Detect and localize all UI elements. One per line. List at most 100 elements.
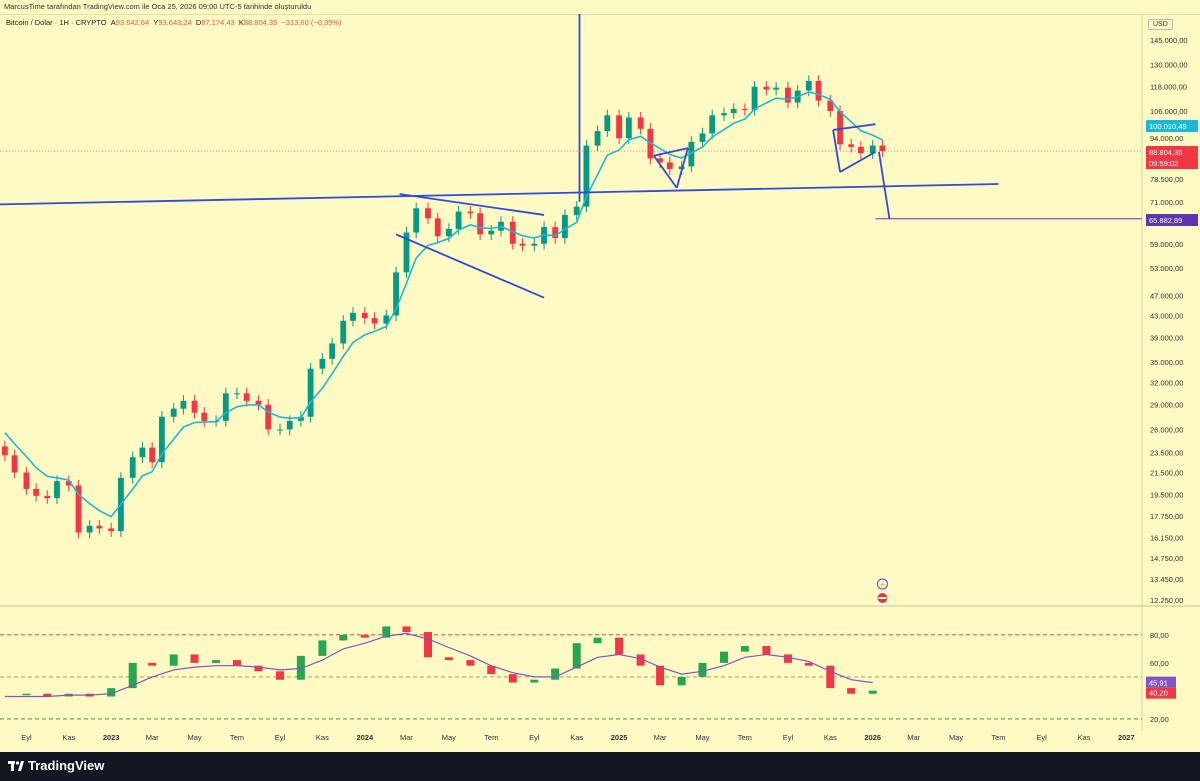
rsi-bar xyxy=(804,662,813,666)
x-tick-label: Kas xyxy=(570,733,583,742)
candle-body xyxy=(604,115,611,132)
candle-body xyxy=(751,86,758,110)
x-tick-label: 2024 xyxy=(356,733,374,742)
flash-event-glyph: ⚡ xyxy=(878,580,887,589)
x-tick-label: 2025 xyxy=(611,733,628,742)
currency-badge[interactable]: USD xyxy=(1148,19,1173,30)
candle-body xyxy=(488,230,495,235)
rsi-bar xyxy=(698,662,707,677)
candle-body xyxy=(191,400,198,413)
candle-body xyxy=(170,408,177,417)
rsi-bar xyxy=(402,626,411,633)
candle-body xyxy=(561,214,568,239)
y-tick-label: 17.750,00 xyxy=(1150,512,1183,521)
candle-body xyxy=(666,162,673,170)
rsi-bar xyxy=(656,665,665,686)
rsi-bar xyxy=(572,643,581,669)
candle-body xyxy=(763,86,770,90)
candle-body xyxy=(255,400,262,405)
x-tick-label: May xyxy=(695,733,709,742)
rsi-bar xyxy=(22,693,31,696)
rsi-bar xyxy=(444,657,453,661)
tradingview-brand: TradingView xyxy=(28,758,105,773)
current-price-badge-bg2 xyxy=(1146,158,1198,169)
rsi-bar xyxy=(466,660,475,666)
candle-body xyxy=(413,208,420,233)
candle-body xyxy=(509,221,516,244)
candle-body xyxy=(741,108,748,110)
rsi-bar xyxy=(615,637,624,655)
open-value: 93.642,64 xyxy=(115,18,150,27)
rsi-bar xyxy=(128,662,137,689)
candle-body xyxy=(445,228,452,237)
candle-body xyxy=(243,393,250,401)
candle-body xyxy=(371,318,378,324)
rsi-tick-label: 20,00 xyxy=(1150,715,1169,724)
rsi-bar xyxy=(424,632,433,658)
candle-body xyxy=(319,358,326,369)
rsi-tick-label: 60,00 xyxy=(1150,659,1169,668)
symbol-name[interactable]: Bitcoin / Dolar · 1H · CRYPTO xyxy=(6,18,107,27)
x-tick-label: Eyl xyxy=(1036,733,1047,742)
y-tick-label: 118.000,00 xyxy=(1150,83,1187,92)
candle-body xyxy=(688,141,695,167)
candle-body xyxy=(329,343,336,359)
publish-bar: MarcusTime tarafından TradingView.com il… xyxy=(0,0,1200,15)
candle-body xyxy=(625,117,632,139)
x-tick-label: Eyl xyxy=(21,733,32,742)
x-tick-label: May xyxy=(949,733,963,742)
x-tick-label: Eyl xyxy=(529,733,540,742)
candle-body xyxy=(340,320,347,344)
candle-body xyxy=(350,312,356,321)
rsi-bar xyxy=(551,668,560,680)
low-value: 87.174,43 xyxy=(201,18,235,27)
rsi-bar xyxy=(868,690,877,694)
candle-body xyxy=(65,481,72,486)
flag-upper-line xyxy=(399,193,545,216)
ema-value-badge-bg xyxy=(1146,120,1198,132)
candle-body xyxy=(730,108,737,114)
x-tick-label: 2027 xyxy=(1118,733,1135,742)
candle-body xyxy=(129,457,136,478)
y-tick-label: 71.000,00 xyxy=(1150,198,1183,207)
y-tick-label: 94.000,00 xyxy=(1150,134,1183,143)
y-tick-label: 39.000,00 xyxy=(1150,334,1183,343)
y-tick-label: 19.500,00 xyxy=(1150,491,1183,500)
price-chart-svg[interactable]: 145.000,00 130.000,00 118.000,00 106.000,00… xyxy=(0,14,1200,752)
rsi-bar xyxy=(232,660,241,666)
candle-body xyxy=(139,447,146,458)
candle-body xyxy=(837,110,843,145)
x-tick-label: May xyxy=(442,733,456,742)
rsi-bar xyxy=(190,654,199,663)
rsi-bar xyxy=(677,676,686,686)
high-value: 93.643,24 xyxy=(158,18,192,27)
candle-body xyxy=(180,400,187,409)
candle-body xyxy=(96,525,103,529)
y-tick-label: 43.000,00 xyxy=(1150,311,1183,320)
rsi-bar xyxy=(318,640,327,656)
x-tick-label: May xyxy=(187,733,201,742)
candle-body xyxy=(552,227,559,239)
candle-body xyxy=(75,485,82,533)
x-tick-label: Mar xyxy=(654,733,667,742)
y-tick-label: 106.000,00 xyxy=(1150,107,1188,116)
candle-body xyxy=(234,393,240,395)
countdown-label: 09:59:02 xyxy=(1149,159,1178,168)
current-price-badge: 88.804,35 xyxy=(1149,148,1182,157)
candle-body xyxy=(879,145,886,152)
candle-body xyxy=(827,100,834,111)
y-tick-label: 59.000,00 xyxy=(1150,240,1183,249)
candle-body xyxy=(33,488,40,496)
y-tick-label: 32.000,00 xyxy=(1150,378,1183,387)
candle-body xyxy=(519,243,526,246)
rsi-bar xyxy=(508,674,517,683)
close-label: K xyxy=(238,18,244,27)
trendline-support xyxy=(0,183,999,206)
x-tick-label: Kas xyxy=(824,733,837,742)
candle-body xyxy=(425,208,431,219)
candle-body xyxy=(848,144,855,147)
rsi-bar xyxy=(276,671,285,680)
rsi-bar xyxy=(636,654,645,666)
y-tick-label: 12.250,00 xyxy=(1150,596,1183,605)
x-tick-label: Eyl xyxy=(783,733,794,742)
